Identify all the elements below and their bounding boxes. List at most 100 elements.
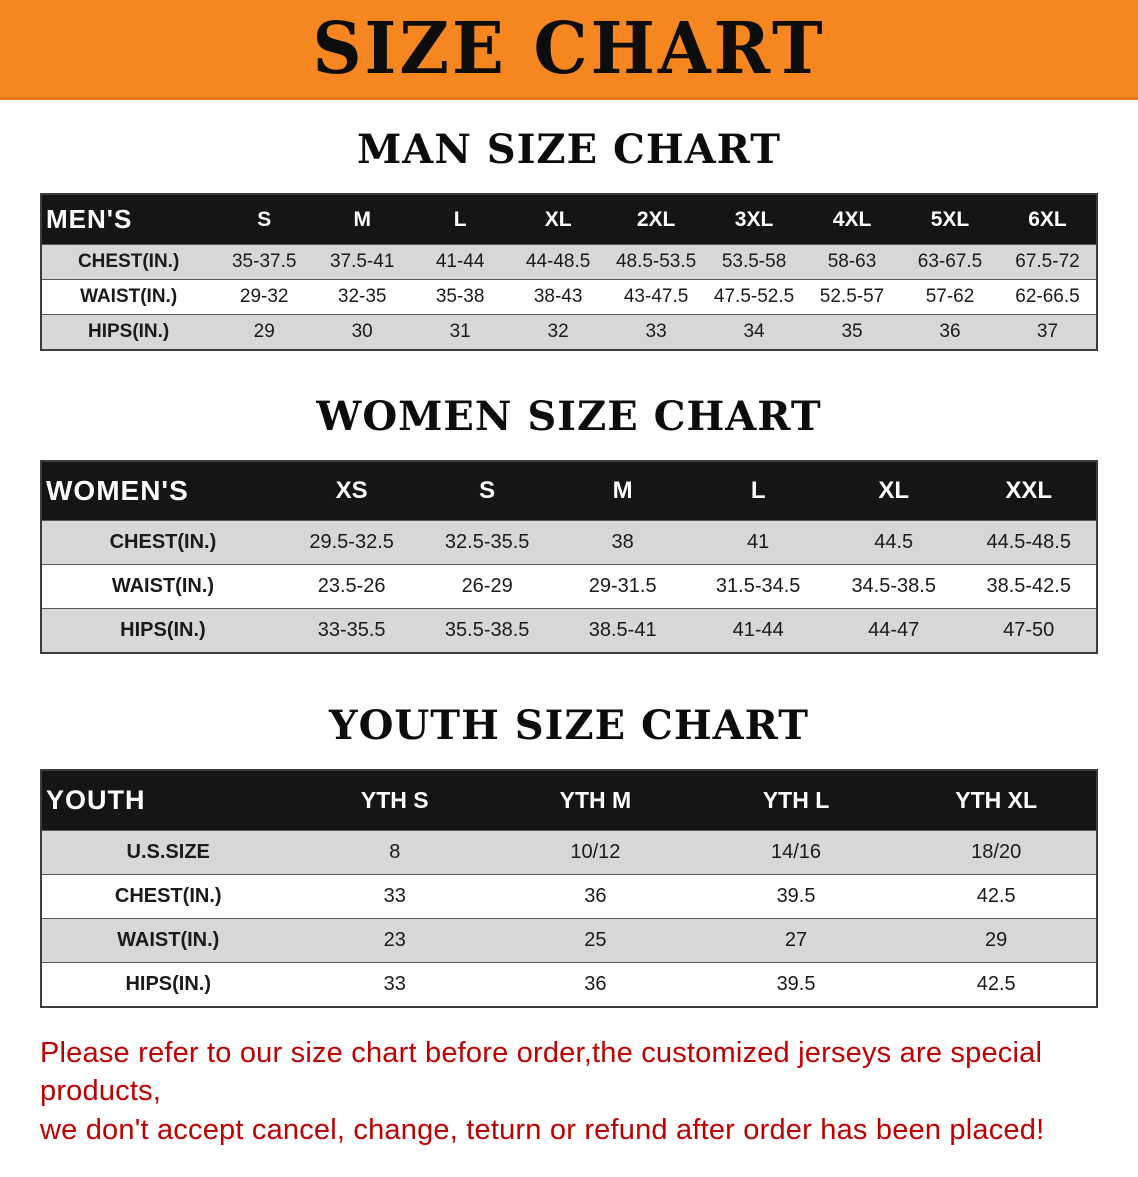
men-size-value-cell: 29-32 [239,286,289,307]
women-row-label: WAIST(IN.) [111,575,215,597]
men-size-column-header: 4XL [803,194,902,245]
men-table-row: HIPS(IN.) 29 30 31 32 33 34 35 36 37 [41,314,1097,350]
women-size-value-cell: 38 [611,531,634,553]
men-row-label: CHEST(IN.) [77,251,180,272]
men-size-table: MEN'S S M L XL 2XL 3XL 4XL 5XL 6XL CHEST(IN.) 35-37… [40,193,1098,351]
men-size-value-cell: 43-47.5 [623,286,689,307]
youth-size-column-header: YTH L [695,770,897,831]
women-size-column-header: L [690,461,826,521]
men-size-column-header: 2XL [607,194,706,245]
youth-chart-heading: YOUTH SIZE CHART [329,702,809,749]
men-size-value-cell: 44-48.5 [525,251,591,272]
men-size-value-cell: 36 [939,321,961,342]
women-size-table: WOMEN'S XS S M L XL XXL CHEST(IN.) 29.5-32.5 32.5… [40,460,1098,654]
youth-size-value-cell: 39.5 [776,885,816,907]
women-table-row: CHEST(IN.) 29.5-32.5 32.5-35.5 38 41 44.5 44.5… [41,520,1097,565]
men-size-column-header: 3XL [705,194,804,245]
youth-corner-label: YOUTH [41,770,295,831]
youth-size-chart-section: YOUTH SIZE CHART YOUTH YTH S YTH M YTH L YTH … [0,702,1138,1008]
men-size-value-cell: 52.5-57 [819,286,885,307]
men-size-value-cell: 30 [351,321,373,342]
men-table-row: WAIST(IN.) 29-32 32-35 35-38 38-43 43-47.5 47.… [41,279,1097,315]
men-size-value-cell: 35-38 [435,286,485,307]
women-size-value-cell: 26-29 [461,575,513,597]
youth-size-value-cell: 14/16 [771,841,822,863]
men-size-column-header: 5XL [901,194,999,245]
women-size-chart-section: WOMEN SIZE CHART WOMEN'S XS S M L XL XXL CHEST(I… [0,393,1138,654]
men-size-column-header: XL [509,194,608,245]
women-size-column-header: XL [825,461,962,521]
men-size-column-header: S [215,194,314,245]
youth-row-label: CHEST(IN.) [114,885,222,907]
women-table-row: HIPS(IN.) 33-35.5 35.5-38.5 38.5-41 41-44 44-… [41,608,1097,653]
youth-size-column-header: YTH XL [896,770,1097,831]
women-size-value-cell: 35.5-38.5 [444,619,530,641]
women-table-row: WAIST(IN.) 23.5-26 26-29 29-31.5 31.5-34.5 34… [41,564,1097,609]
men-size-value-cell: 33 [645,321,667,342]
women-size-column-header: S [419,461,555,521]
youth-table-row: U.S.SIZE 8 10/12 14/16 18/20 [41,830,1097,875]
youth-table-row: WAIST(IN.) 23 25 27 29 [41,918,1097,963]
men-size-column-header: L [411,194,510,245]
youth-size-value-cell: 36 [584,973,607,995]
men-size-value-cell: 35-37.5 [231,251,297,272]
disclaimer-line-2: we don't accept cancel, change, teturn o… [40,1113,1045,1146]
men-size-value-cell: 35 [841,321,863,342]
men-corner-label: MEN'S [41,194,216,245]
women-size-value-cell: 23.5-26 [317,575,386,597]
men-size-value-cell: 32 [547,321,569,342]
women-size-value-cell: 44.5-48.5 [986,531,1071,553]
youth-size-value-cell: 33 [383,973,406,995]
men-chart-heading: MAN SIZE CHART [357,126,781,173]
women-size-column-header: M [554,461,691,521]
women-size-value-cell: 44-47 [868,619,920,641]
men-size-value-cell: 34 [743,321,765,342]
youth-size-value-cell: 36 [584,885,607,907]
men-size-value-cell: 29 [253,321,275,342]
women-row-label: CHEST(IN.) [109,531,217,553]
women-row-label: HIPS(IN.) [120,619,206,641]
women-corner-label: WOMEN'S [41,461,284,521]
youth-size-value-cell: 39.5 [776,973,816,995]
men-size-column-header: M [313,194,412,245]
men-size-value-cell: 63-67.5 [917,251,983,272]
women-size-value-cell: 34.5-38.5 [851,575,936,597]
size-chart-banner: SIZE CHART [0,0,1138,100]
youth-size-value-cell: 42.5 [976,885,1016,907]
youth-header-row: YOUTH YTH S YTH M YTH L YTH XL [41,770,1097,831]
women-header-row: WOMEN'S XS S M L XL XXL [41,461,1097,521]
women-size-column-header: XS [283,461,420,521]
youth-size-value-cell: 8 [389,841,401,863]
women-size-value-cell: 31.5-34.5 [715,575,801,597]
disclaimer: Please refer to our size chart before or… [0,1034,1138,1177]
men-size-value-cell: 58-63 [827,251,877,272]
women-size-value-cell: 29-31.5 [588,575,657,597]
women-size-value-cell: 33-35.5 [317,619,386,641]
youth-row-label: WAIST(IN.) [117,929,220,951]
men-size-value-cell: 38-43 [533,286,583,307]
men-row-label: WAIST(IN.) [80,286,178,307]
youth-size-value-cell: 42.5 [976,973,1016,995]
women-size-column-header: XXL [961,461,1097,521]
men-header-row: MEN'S S M L XL 2XL 3XL 4XL 5XL 6XL [41,194,1097,245]
youth-size-column-header: YTH M [495,770,696,831]
men-size-value-cell: 57-62 [925,286,975,307]
men-size-value-cell: 53.5-58 [721,251,787,272]
youth-row-label: U.S.SIZE [126,841,210,863]
youth-size-column-header: YTH S [294,770,496,831]
men-size-value-cell: 67.5-72 [1015,251,1080,272]
women-size-value-cell: 44.5 [874,531,914,553]
women-size-value-cell: 38.5-41 [588,619,657,641]
youth-table-row: CHEST(IN.) 33 36 39.5 42.5 [41,874,1097,919]
disclaimer-line-1: Please refer to our size chart before or… [40,1037,1043,1108]
men-size-value-cell: 31 [449,321,471,342]
men-size-value-cell: 62-66.5 [1015,286,1080,307]
youth-size-table: YOUTH YTH S YTH M YTH L YTH XL U.S.SIZE 8 10/12… [40,769,1098,1008]
youth-size-value-cell: 23 [383,929,406,951]
men-size-value-cell: 32-35 [337,286,387,307]
size-chart-sections: MAN SIZE CHART MEN'S S M L XL 2XL 3XL 4XL 5XL 6XL C… [0,126,1138,1008]
youth-size-value-cell: 10/12 [570,841,621,863]
page-title: SIZE CHART [312,6,826,91]
men-row-label: HIPS(IN.) [87,321,170,342]
youth-size-value-cell: 27 [784,929,808,951]
